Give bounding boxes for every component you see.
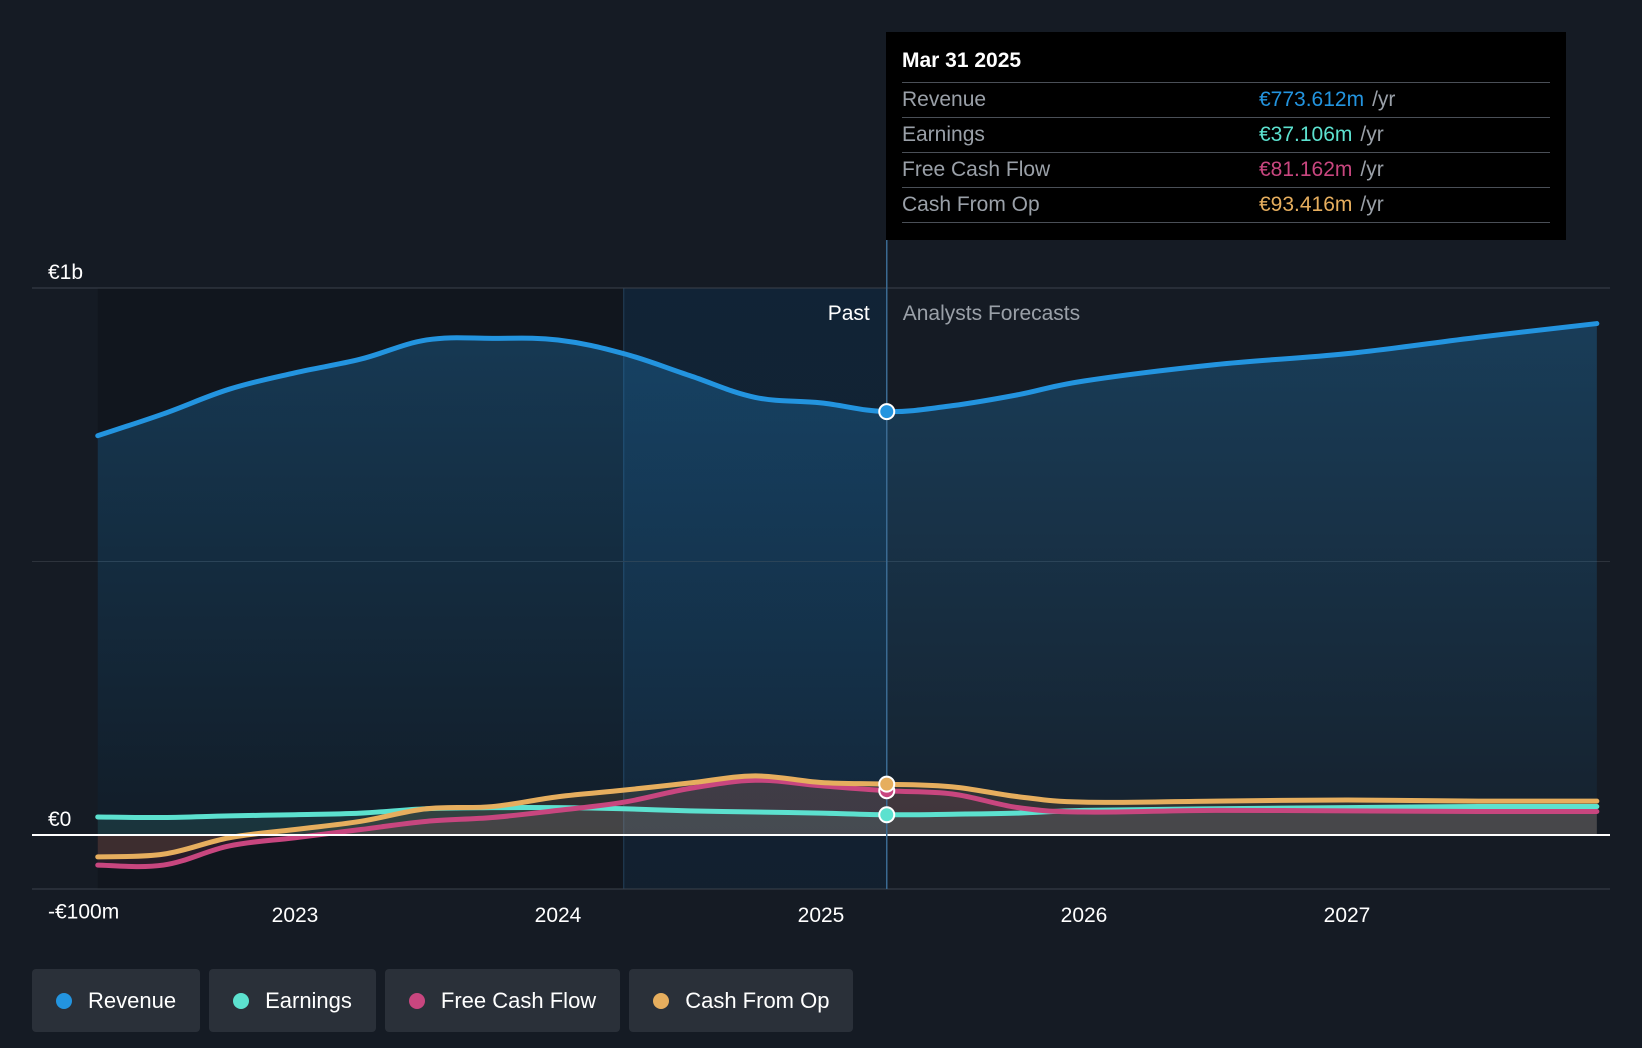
x-tick-label: 2026 [1061, 904, 1108, 927]
y-tick-label: -€100m [48, 901, 119, 924]
revenue-marker [878, 403, 896, 421]
cfo-line [95, 773, 1600, 860]
legend-item-fcf[interactable]: Free Cash Flow [384, 969, 621, 1032]
tooltip-value: €773.612m [1259, 88, 1365, 111]
x-axis-labels: 2023 2024 2025 2026 2027 [272, 904, 1371, 927]
legend-label: Earnings [265, 987, 352, 1013]
revenue-area [97, 323, 1597, 835]
tooltip-value: €81.162m [1259, 158, 1353, 181]
tooltip-unit: /yr [1360, 158, 1384, 181]
cfo-area [97, 775, 1597, 857]
tooltip-value: €93.416m [1259, 193, 1353, 216]
revenue-line [95, 321, 1600, 439]
legend-label: Revenue [88, 987, 177, 1013]
fcf-area [97, 780, 1597, 867]
y-tick-label: €1b [48, 261, 83, 284]
tooltip-row-earnings: Earnings €37.106m /yr [902, 117, 1550, 152]
tooltip-unit: /yr [1360, 193, 1384, 216]
tooltip-row-revenue: Revenue €773.612m /yr [902, 82, 1550, 117]
legend-item-earnings[interactable]: Earnings [209, 969, 376, 1032]
tooltip-date: Mar 31 2025 [902, 49, 1022, 72]
cfo-dot-icon [653, 992, 670, 1009]
tooltip-label: Revenue [902, 88, 987, 111]
legend: Revenue Earnings Free Cash Flow Cash Fro… [32, 969, 854, 1032]
y-axis-labels: €1b €0 -€100m [48, 261, 119, 924]
tooltip-label: Cash From Op [902, 193, 1040, 216]
earnings-marker [878, 806, 896, 824]
highlight-markers [878, 403, 896, 824]
x-tick-label: 2023 [272, 904, 319, 927]
legend-label: Cash From Op [685, 987, 830, 1013]
tooltip-row-fcf: Free Cash Flow €81.162m /yr [902, 152, 1550, 187]
revenue-dot-icon [56, 992, 72, 1009]
tooltip-label: Free Cash Flow [902, 158, 1051, 181]
series-areas [97, 323, 1597, 867]
x-tick-label: 2024 [535, 904, 582, 927]
legend-label: Free Cash Flow [440, 987, 597, 1013]
legend-item-cfo[interactable]: Cash From Op [629, 969, 854, 1032]
tooltip-value: €37.106m [1259, 123, 1353, 146]
tooltip-label: Earnings [902, 123, 985, 146]
cfo-marker [878, 775, 896, 793]
legend-item-revenue[interactable]: Revenue [32, 969, 201, 1032]
y-tick-label: €0 [48, 808, 71, 831]
x-tick-label: 2025 [798, 904, 845, 927]
tooltip-unit: /yr [1372, 88, 1396, 111]
tooltip-unit: /yr [1360, 123, 1384, 146]
tooltip: Mar 31 2025 Revenue €773.612m /yr Earnin… [886, 32, 1566, 240]
tooltip-row-cfo: Cash From Op €93.416m /yr [902, 187, 1550, 223]
x-tick-label: 2027 [1324, 904, 1371, 927]
fcf-dot-icon [408, 992, 425, 1009]
forecast-label: Analysts Forecasts [903, 302, 1080, 325]
past-label: Past [828, 302, 870, 325]
earnings-dot-icon [233, 992, 250, 1009]
earnings-area [97, 806, 1597, 835]
